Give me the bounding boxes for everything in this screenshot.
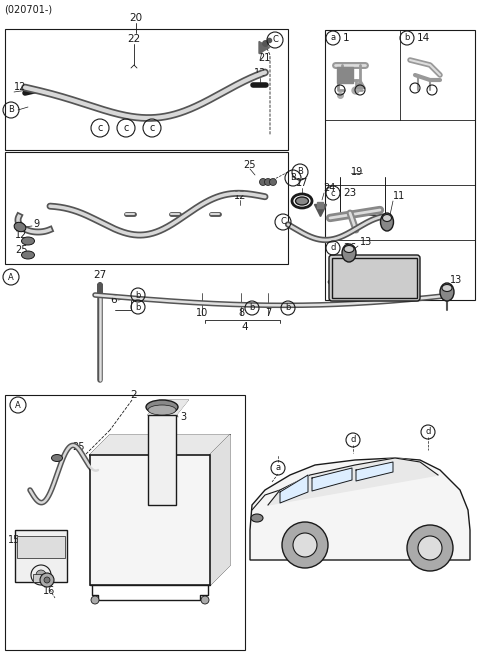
Text: 13: 13 xyxy=(360,237,372,247)
Circle shape xyxy=(282,522,328,568)
Text: a: a xyxy=(330,33,336,43)
Polygon shape xyxy=(250,458,470,560)
Text: 8: 8 xyxy=(238,308,244,318)
Ellipse shape xyxy=(146,400,178,414)
Text: 14: 14 xyxy=(417,33,430,43)
Polygon shape xyxy=(280,475,308,503)
Text: 3: 3 xyxy=(180,412,186,422)
Polygon shape xyxy=(312,468,352,491)
Text: c: c xyxy=(149,123,155,133)
Circle shape xyxy=(36,570,46,580)
Text: d: d xyxy=(330,244,336,252)
Circle shape xyxy=(407,525,453,571)
Text: b: b xyxy=(404,33,410,43)
Text: 2: 2 xyxy=(130,390,137,400)
Text: 19: 19 xyxy=(351,167,363,177)
Circle shape xyxy=(260,179,266,185)
Text: 22: 22 xyxy=(127,34,141,44)
Text: d: d xyxy=(350,436,356,445)
Text: a: a xyxy=(276,464,281,472)
Text: 12: 12 xyxy=(234,191,246,201)
Ellipse shape xyxy=(296,197,309,205)
Circle shape xyxy=(91,596,99,604)
Circle shape xyxy=(418,536,442,560)
Text: 17: 17 xyxy=(296,178,308,188)
Text: 23: 23 xyxy=(343,188,356,198)
Text: 25: 25 xyxy=(15,245,27,255)
Polygon shape xyxy=(268,458,438,505)
Text: 16: 16 xyxy=(43,586,55,596)
Text: B: B xyxy=(297,168,303,176)
Bar xyxy=(17,536,65,558)
Circle shape xyxy=(293,533,317,557)
Circle shape xyxy=(269,179,276,185)
Text: c: c xyxy=(331,189,336,198)
Text: 1: 1 xyxy=(343,33,349,43)
Text: 6: 6 xyxy=(110,295,117,305)
Text: 10: 10 xyxy=(196,308,208,318)
Polygon shape xyxy=(148,400,188,415)
Circle shape xyxy=(40,573,54,587)
Text: 24: 24 xyxy=(323,183,336,193)
Bar xyxy=(90,455,210,585)
Text: C: C xyxy=(280,217,286,227)
Circle shape xyxy=(201,596,209,604)
Ellipse shape xyxy=(14,222,26,232)
Bar xyxy=(33,574,49,582)
Polygon shape xyxy=(90,435,230,455)
Circle shape xyxy=(44,577,50,583)
Text: 26: 26 xyxy=(343,243,356,253)
Ellipse shape xyxy=(442,284,452,291)
Bar xyxy=(325,30,475,300)
Ellipse shape xyxy=(22,237,35,245)
Text: 11: 11 xyxy=(393,191,405,201)
Text: A: A xyxy=(8,272,14,282)
Bar xyxy=(332,258,417,298)
Text: 27: 27 xyxy=(94,270,107,280)
Bar xyxy=(5,29,288,150)
Text: 21: 21 xyxy=(258,53,270,63)
Text: 20: 20 xyxy=(130,13,143,23)
Text: 7: 7 xyxy=(265,308,271,318)
Text: 15: 15 xyxy=(8,535,20,545)
Text: b: b xyxy=(135,291,141,299)
Bar xyxy=(5,395,245,650)
Text: 9: 9 xyxy=(33,219,39,229)
Text: B: B xyxy=(8,105,14,115)
Text: B: B xyxy=(290,174,296,183)
Text: 12: 12 xyxy=(14,82,26,92)
Ellipse shape xyxy=(22,251,35,259)
Text: 25: 25 xyxy=(243,160,255,170)
Text: d: d xyxy=(425,428,431,436)
Text: 4: 4 xyxy=(242,322,248,332)
Text: c: c xyxy=(123,123,129,133)
Polygon shape xyxy=(356,462,393,481)
Bar xyxy=(15,530,67,582)
Bar xyxy=(5,152,288,264)
Text: c: c xyxy=(97,123,103,133)
Text: 12: 12 xyxy=(15,230,27,240)
Circle shape xyxy=(264,179,272,185)
Text: 13: 13 xyxy=(450,275,462,285)
Text: (020701-): (020701-) xyxy=(4,5,52,15)
Text: C: C xyxy=(272,35,278,45)
Ellipse shape xyxy=(51,455,62,462)
Text: 12: 12 xyxy=(254,68,266,78)
Text: 25: 25 xyxy=(72,442,84,452)
Ellipse shape xyxy=(344,246,354,252)
Polygon shape xyxy=(210,435,230,585)
Bar xyxy=(148,415,176,505)
Ellipse shape xyxy=(148,405,176,415)
Text: A: A xyxy=(15,400,21,409)
Ellipse shape xyxy=(251,514,263,522)
Text: b: b xyxy=(135,303,141,312)
Text: b: b xyxy=(249,303,255,312)
Text: b: b xyxy=(285,303,291,312)
Ellipse shape xyxy=(440,283,454,301)
Ellipse shape xyxy=(342,244,356,262)
Ellipse shape xyxy=(383,214,392,221)
FancyBboxPatch shape xyxy=(329,255,420,301)
Ellipse shape xyxy=(381,213,394,231)
